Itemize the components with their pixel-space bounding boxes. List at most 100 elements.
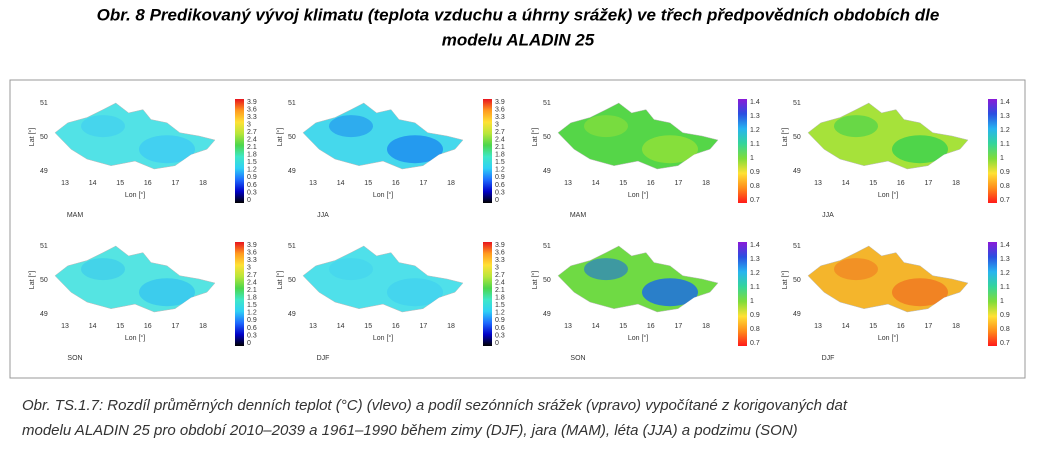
lat-tick: 49 xyxy=(40,168,48,175)
colorbar-tick: 1.3 xyxy=(750,113,760,120)
lon-tick: 17 xyxy=(925,180,933,187)
colorbar-tick: 1.8 xyxy=(247,295,257,302)
colorbar-tick: 0.9 xyxy=(247,317,257,324)
colorbar xyxy=(988,99,997,203)
colorbar-tick: 2.1 xyxy=(247,287,257,294)
colorbar-tick: 1.2 xyxy=(247,167,257,174)
lat-tick: 49 xyxy=(793,311,801,318)
colorbar-tick: 1 xyxy=(1000,298,1004,305)
lat-tick: 51 xyxy=(288,243,296,250)
colorbar-tick: 3.3 xyxy=(495,257,505,264)
colorbar-tick: 1 xyxy=(1000,155,1004,162)
lon-tick: 17 xyxy=(420,180,428,187)
lon-tick: 18 xyxy=(702,180,710,187)
colorbar-tick: 3.9 xyxy=(495,99,505,106)
colorbar-tick: 0.9 xyxy=(750,312,760,319)
caption-line: modelu ALADIN 25 pro období 2010–2039 a … xyxy=(22,422,798,439)
colorbar xyxy=(988,242,997,346)
colorbar-tick: 3.9 xyxy=(495,242,505,249)
colorbar-tick: 0.3 xyxy=(247,332,257,339)
lat-tick: 51 xyxy=(288,100,296,107)
lat-tick: 50 xyxy=(288,134,296,141)
colorbar-tick: 1.5 xyxy=(247,159,257,166)
lat-tick: 49 xyxy=(288,311,296,318)
lon-tick: 14 xyxy=(842,180,850,187)
colorbar-tick: 2.7 xyxy=(495,272,505,279)
lat-tick: 50 xyxy=(543,277,551,284)
map-patch xyxy=(892,135,948,164)
colorbar-tick: 1.2 xyxy=(1000,127,1010,134)
colorbar-tick: 0.6 xyxy=(247,325,257,332)
colorbar-tick: 1.8 xyxy=(247,152,257,159)
colorbar-tick: 1.4 xyxy=(1000,99,1010,106)
lon-tick: 16 xyxy=(392,323,400,330)
lat-tick: 50 xyxy=(543,134,551,141)
lon-tick: 13 xyxy=(564,180,572,187)
colorbar-tick: 1.8 xyxy=(495,295,505,302)
axis-label: Lon [°] xyxy=(373,191,393,199)
colorbar xyxy=(235,99,244,203)
lon-tick: 17 xyxy=(925,323,933,330)
map-patch xyxy=(139,135,195,164)
map-panel: Lat [°] 51 50 49 13 14 15 16 17 18 Lon [°] SON 1.4 1.… xyxy=(531,242,760,362)
colorbar-tick: 3.6 xyxy=(495,249,505,256)
colorbar-tick: 1.5 xyxy=(495,302,505,309)
season-label: SON xyxy=(67,355,82,362)
map-patch xyxy=(387,135,443,164)
colorbar-tick: 0 xyxy=(247,340,251,347)
map-region xyxy=(557,102,719,170)
colorbar-tick: 0.7 xyxy=(1000,340,1010,347)
lon-tick: 15 xyxy=(619,323,627,330)
lat-tick: 49 xyxy=(543,168,551,175)
lon-tick: 17 xyxy=(675,180,683,187)
colorbar-tick: 0.9 xyxy=(1000,312,1010,319)
map-patch xyxy=(387,278,443,307)
map-patch xyxy=(642,135,698,164)
colorbar-tick: 0.8 xyxy=(750,183,760,190)
map-patch xyxy=(329,258,373,281)
colorbar-tick: 2.7 xyxy=(495,129,505,136)
colorbar-tick: 2.1 xyxy=(247,144,257,151)
colorbar-tick: 0.9 xyxy=(247,174,257,181)
colorbar-tick: 0.7 xyxy=(750,340,760,347)
colorbar-tick: 1.2 xyxy=(247,310,257,317)
lon-tick: 15 xyxy=(619,180,627,187)
colorbar-tick: 1.1 xyxy=(750,284,760,291)
lon-tick: 18 xyxy=(952,180,960,187)
colorbar-tick: 1.4 xyxy=(1000,242,1010,249)
lon-tick: 18 xyxy=(199,180,207,187)
map-patch xyxy=(584,115,628,138)
lon-tick: 16 xyxy=(897,323,905,330)
colorbar xyxy=(483,99,492,203)
colorbar-tick: 1.2 xyxy=(495,310,505,317)
lon-tick: 13 xyxy=(814,323,822,330)
season-label: MAM xyxy=(570,212,587,219)
axis-label: Lat [°] xyxy=(781,271,789,289)
lat-tick: 51 xyxy=(543,100,551,107)
map-panel: Lat [°] 51 50 49 13 14 15 16 17 18 Lon [°] JJA 1.4 1.… xyxy=(781,99,1010,219)
lat-tick: 51 xyxy=(543,243,551,250)
season-label: DJF xyxy=(822,355,835,362)
colorbar-tick: 0.3 xyxy=(495,189,505,196)
lon-tick: 14 xyxy=(89,323,97,330)
map-patch xyxy=(81,115,125,138)
map-region xyxy=(807,245,969,313)
colorbar-tick: 3.3 xyxy=(247,257,257,264)
colorbar-tick: 0.6 xyxy=(247,182,257,189)
colorbar-tick: 0.8 xyxy=(750,326,760,333)
axis-label: Lat [°] xyxy=(531,128,539,146)
colorbar-tick: 1.2 xyxy=(1000,270,1010,277)
colorbar-tick: 3.3 xyxy=(495,114,505,121)
colorbar-tick: 3.9 xyxy=(247,242,257,249)
axis-label: Lat [°] xyxy=(28,128,36,146)
colorbar-tick: 1.2 xyxy=(495,167,505,174)
map-patch xyxy=(892,278,948,307)
lat-tick: 49 xyxy=(40,311,48,318)
map-patch xyxy=(329,115,373,138)
colorbar-tick: 1.5 xyxy=(247,302,257,309)
